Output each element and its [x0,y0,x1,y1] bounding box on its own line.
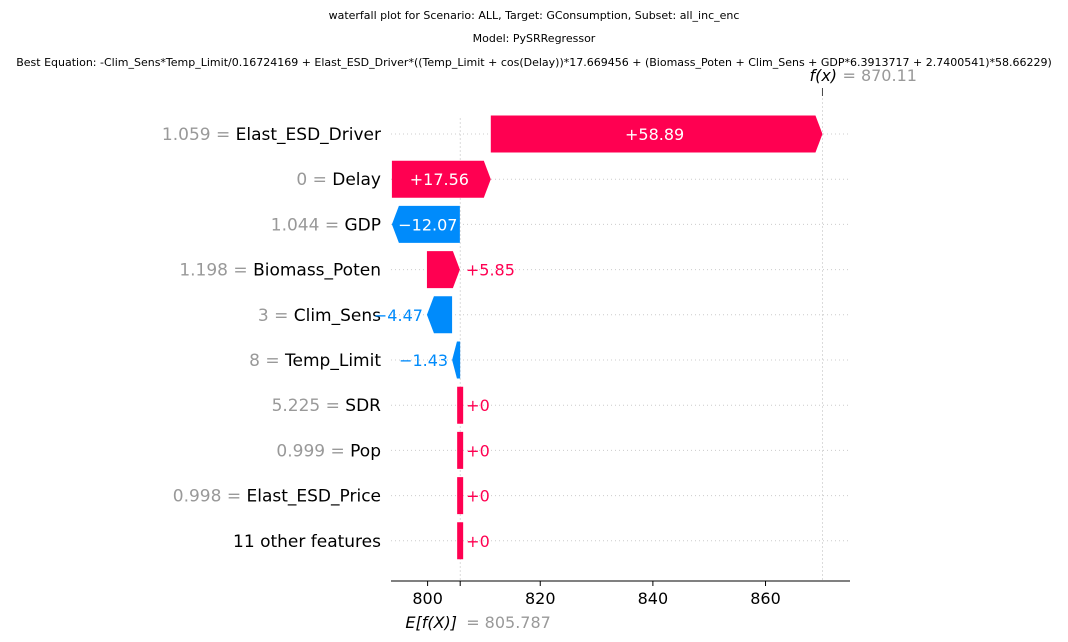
x-tick-label: 840 [638,589,669,608]
feature-name: Biomass_Poten [253,261,381,281]
contribution-label: −12.07 [398,215,457,234]
contribution-label: +0 [466,532,490,551]
feature-bar [457,386,464,424]
feature-name: Clim_Sens [294,306,381,326]
output-value-text: = 870.11 [842,66,916,85]
feature-bar [426,296,453,334]
feature-value: 0.998 = [173,487,247,507]
contribution-label: +0 [466,396,490,415]
feature-name: GDP [344,215,381,235]
feature-value: 1.198 = [179,261,253,281]
feature-bar [457,431,464,469]
feature-value: 1.044 = [271,215,345,235]
feature-label: 0.998 = Elast_ESD_Price [173,487,381,507]
feature-name: SDR [345,396,381,416]
feature-bar [457,477,464,515]
feature-name: Elast_ESD_Price [247,487,382,507]
feature-name: 11 other features [233,532,381,552]
feature-value: 8 = [249,351,285,371]
feature-value: 5.225 = [272,396,346,416]
feature-label: 0 = Delay [296,170,381,190]
output-value-label: f(x) [809,66,837,85]
chart-subtitle-model: Model: PySRRegressor [472,32,596,45]
base-value-text: = 805.787 [466,613,551,632]
contribution-label: +0 [466,441,490,460]
x-tick-label: 860 [750,589,781,608]
feature-name: Elast_ESD_Driver [236,125,381,145]
base-value-label: E[f(X)] [405,613,457,632]
feature-name: Pop [350,441,381,461]
feature-value: 1.059 = [162,125,236,145]
feature-label: 11 other features [233,532,381,552]
feature-bar [457,522,464,560]
feature-value: 0 = [296,170,332,190]
feature-label: 1.198 = Biomass_Poten [179,261,381,281]
x-tick-label: 820 [525,589,556,608]
feature-bar [452,341,461,379]
feature-bar [391,205,460,243]
feature-bar [426,251,460,289]
chart-title: waterfall plot for Scenario: ALL, Target… [328,9,740,22]
feature-name: Delay [332,170,381,190]
contribution-label: −4.47 [374,306,423,325]
feature-value: 3 = [258,306,294,326]
feature-bar [490,115,823,153]
feature-label: 8 = Temp_Limit [249,351,381,371]
feature-name: Temp_Limit [284,351,381,371]
feature-label: 0.999 = Pop [276,441,381,461]
contribution-label: +17.56 [410,170,469,189]
x-tick-label: 800 [412,589,443,608]
feature-value: 0.999 = [276,441,350,461]
feature-label: 1.059 = Elast_ESD_Driver [162,125,381,145]
feature-label: 5.225 = SDR [272,396,382,416]
feature-bar [391,160,491,198]
feature-label: 3 = Clim_Sens [258,306,381,326]
feature-label: 1.044 = GDP [271,215,381,235]
chart-subtitle-equation: Best Equation: -Clim_Sens*Temp_Limit/0.1… [16,56,1052,69]
contribution-label: +58.89 [625,125,684,144]
contribution-label: −1.43 [399,351,448,370]
contribution-label: +5.85 [466,261,515,280]
contribution-label: +0 [466,487,490,506]
